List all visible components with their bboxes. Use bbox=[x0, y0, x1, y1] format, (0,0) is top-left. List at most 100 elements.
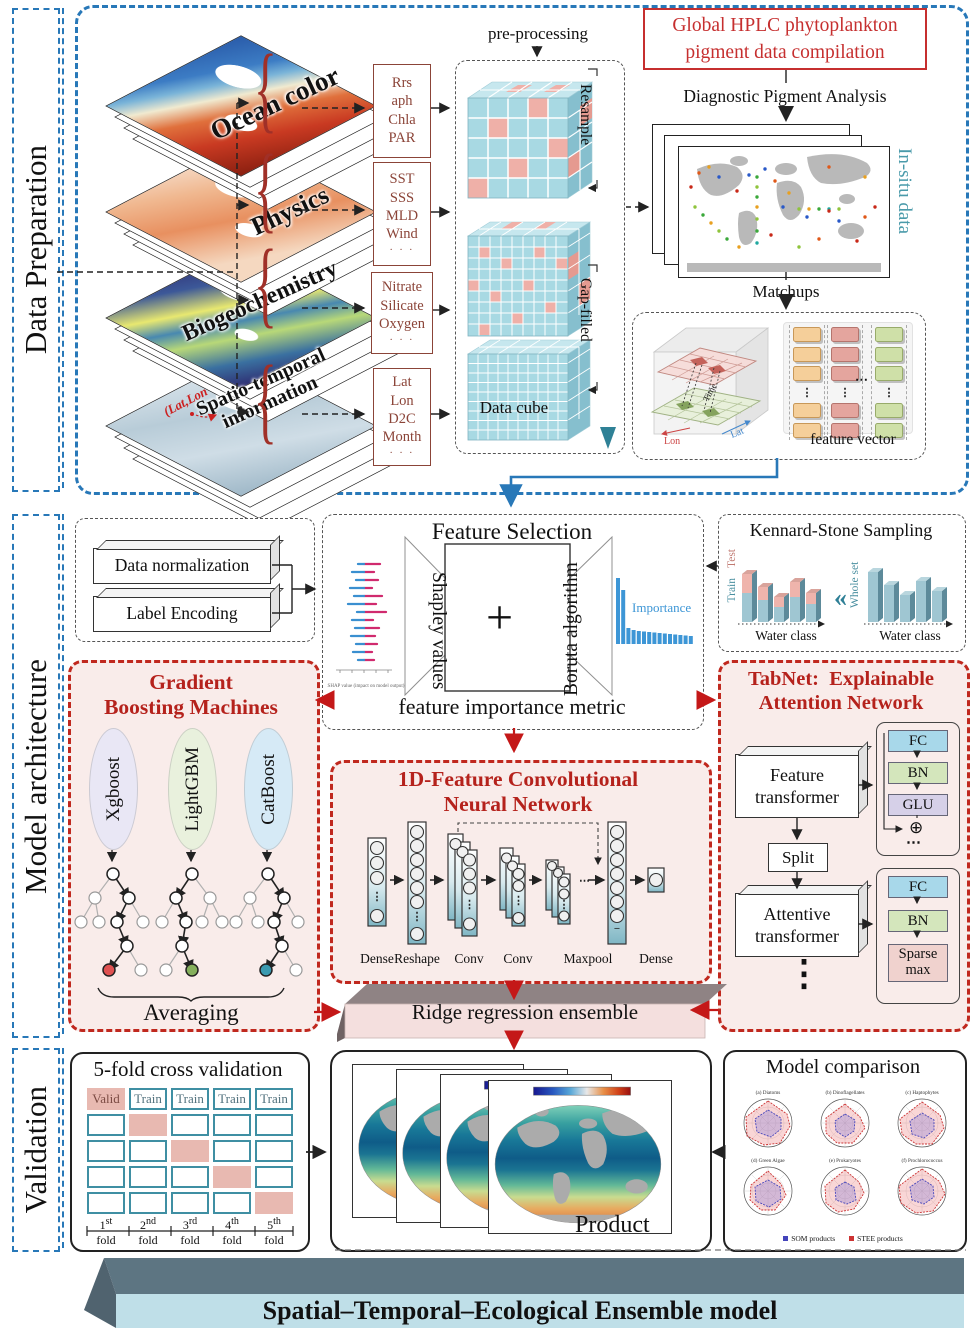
fold-word: fold bbox=[222, 1233, 242, 1247]
radar-chart: (d) Green Algae bbox=[743, 1157, 793, 1216]
radar-chart: (e) Prokaryotes bbox=[820, 1157, 870, 1216]
insitu-map-stack bbox=[652, 124, 892, 280]
legend-item: SOM products bbox=[783, 1234, 835, 1243]
cv-cell bbox=[129, 1192, 167, 1214]
fold-label: 4th bbox=[225, 1216, 239, 1232]
section-data-preparation: Data Preparation bbox=[12, 8, 60, 492]
section-label: Model architecture bbox=[18, 658, 53, 894]
label: FC bbox=[908, 878, 928, 895]
sparsemax-block: Sparse max bbox=[888, 944, 948, 982]
cv-cell-valid: Valid bbox=[87, 1088, 125, 1110]
preprocessing-title: pre-processing bbox=[487, 24, 589, 43]
feature-chip bbox=[875, 422, 903, 438]
matchup-cube: Time Lon Lat bbox=[650, 327, 770, 447]
shapley-values-label: Shapley values bbox=[428, 572, 449, 690]
importance-label: Importance bbox=[632, 600, 692, 615]
lat-axis-label: Lat bbox=[729, 426, 746, 441]
kennard-stone-title: Kennard-Stone Sampling bbox=[749, 520, 933, 540]
cv-cell bbox=[255, 1114, 293, 1136]
importance-bar-chart bbox=[616, 578, 693, 644]
feature-transformer-box: Feature transformer bbox=[735, 754, 859, 818]
biogeochemistry-variables: Nitrate Silicate Oxygen · · · bbox=[371, 272, 433, 354]
plus-sign: + bbox=[486, 591, 514, 644]
model-comparison-panel bbox=[723, 1050, 967, 1252]
section-rail bbox=[62, 514, 64, 1034]
feature-chip bbox=[793, 422, 821, 438]
banner-title: Spatial–Temporal–Ecological Ensemble mod… bbox=[262, 1296, 778, 1325]
radar-title: (a) Diatoms bbox=[756, 1089, 781, 1096]
model-comparison-title: Model comparison bbox=[765, 1056, 921, 1078]
hplc-compilation-box: Global HPLC phytoplankton pigment data c… bbox=[643, 8, 927, 70]
feature-selection-panel bbox=[322, 514, 704, 730]
stack-brace: { bbox=[253, 135, 277, 242]
cv-cell bbox=[213, 1140, 251, 1162]
cv-cell-train: Train bbox=[171, 1088, 209, 1110]
spatiotemporal-variables: Lat Lon D2C Month · · · bbox=[373, 368, 431, 466]
glu-block: GLU bbox=[888, 794, 948, 816]
var: Wind bbox=[386, 226, 418, 243]
gap-filled-label: Gap-filled bbox=[577, 278, 594, 342]
radar-chart: (f) Prochlorococcus bbox=[897, 1157, 947, 1216]
var: Oxygen bbox=[379, 316, 425, 333]
cv-cell bbox=[129, 1140, 167, 1162]
cv-cell bbox=[129, 1166, 167, 1188]
feature-chip bbox=[831, 403, 859, 418]
legend-label: SOM products bbox=[791, 1234, 836, 1243]
ks-axis-label: Water class bbox=[879, 628, 941, 643]
var: Nitrate bbox=[381, 279, 423, 296]
feature-chip bbox=[831, 327, 859, 342]
radar-chart: (c) Haptophytes bbox=[897, 1089, 947, 1148]
cv-cell bbox=[255, 1140, 293, 1162]
product-map-front bbox=[488, 1080, 672, 1234]
feature-chip bbox=[831, 346, 859, 362]
feature-chip bbox=[875, 403, 903, 418]
feature-selection-title: Feature Selection bbox=[431, 519, 593, 544]
banner-bar bbox=[84, 1258, 964, 1328]
radar-chart: (a) Diatoms bbox=[743, 1089, 793, 1148]
fold-label: 3rd bbox=[182, 1216, 198, 1232]
label: Feature transformer bbox=[755, 764, 839, 808]
ocean-color-variables: Rrs aph Chla PAR bbox=[373, 64, 431, 158]
lightgbm-tree bbox=[155, 867, 229, 977]
cv-cell bbox=[87, 1114, 125, 1136]
xgboost-ellipse: Xgboost bbox=[89, 728, 138, 850]
feature-chip bbox=[875, 366, 903, 381]
cv-cell bbox=[213, 1192, 251, 1214]
fold-word: fold bbox=[180, 1233, 200, 1247]
section-model-architecture: Model architecture bbox=[12, 514, 60, 1038]
cv-cell-valid bbox=[255, 1192, 293, 1214]
insitu-data-label: In-situ data bbox=[894, 148, 915, 235]
feature-chip bbox=[793, 327, 821, 342]
feature-chip bbox=[831, 422, 859, 438]
horizontal-ellipsis: ⋯ bbox=[855, 372, 868, 387]
fold-word: fold bbox=[138, 1233, 158, 1247]
section-label: Data Preparation bbox=[18, 145, 53, 355]
product-label: Product bbox=[575, 1212, 650, 1238]
feature-chip bbox=[793, 366, 821, 381]
section-rail bbox=[62, 8, 64, 488]
label: Attentive transformer bbox=[755, 903, 839, 947]
catboost-ellipse: CatBoost bbox=[244, 728, 293, 850]
vertical-ellipsis: ⋮ bbox=[786, 953, 822, 993]
cnn-layer-label: Conv bbox=[454, 951, 484, 966]
insitu-map bbox=[678, 146, 890, 278]
shap-plot bbox=[336, 562, 392, 673]
label: BN bbox=[907, 764, 929, 781]
physics-variables: SST SSS MLD Wind · · · bbox=[373, 162, 431, 266]
gbm-title-line2: Boosting Machines bbox=[104, 695, 278, 719]
vertical-ellipsis: ⋮ bbox=[839, 386, 851, 399]
stack-brace: { bbox=[253, 230, 277, 337]
cv-grid: Valid Train Train Train Train bbox=[87, 1088, 293, 1214]
gbm-title-line1: Gradient bbox=[149, 670, 233, 694]
feature-chip bbox=[793, 346, 821, 362]
radar-title: (e) Prokaryotes bbox=[829, 1157, 861, 1164]
label-encoding-box: Label Encoding bbox=[93, 596, 271, 632]
label: FC bbox=[908, 732, 928, 749]
ellipsis: · · · bbox=[389, 447, 415, 459]
legend-label: STEE products bbox=[857, 1234, 903, 1243]
averaging-label: Averaging bbox=[143, 1000, 239, 1025]
data-cube-label: Data cube bbox=[479, 398, 549, 417]
tabnet-container-2 bbox=[876, 868, 960, 1004]
cnn-title-line1: 1D-Feature Convolutional bbox=[397, 767, 639, 791]
